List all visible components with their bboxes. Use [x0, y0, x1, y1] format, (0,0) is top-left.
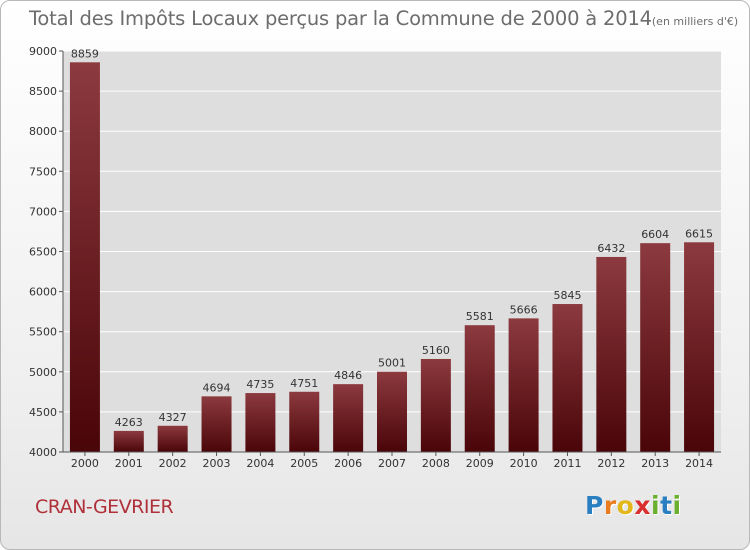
bar-2005 — [289, 391, 320, 452]
logo-letter: t — [660, 491, 673, 520]
logo-letter: P — [585, 491, 604, 520]
y-tick-label: 6500 — [29, 246, 57, 259]
bar-2001 — [113, 430, 144, 452]
data-label-2010: 5666 — [510, 303, 538, 316]
logo-letter: i — [651, 491, 661, 520]
bar-2011 — [552, 304, 583, 452]
data-label-2011: 5845 — [553, 289, 581, 302]
x-tick-label-2007: 2007 — [378, 457, 406, 470]
y-tick-label: 8500 — [29, 85, 57, 98]
data-label-2012: 6432 — [597, 242, 625, 255]
bar-2010 — [508, 318, 539, 452]
y-tick-label: 4500 — [29, 406, 57, 419]
data-label-2002: 4327 — [159, 411, 187, 424]
x-tick-label-2011: 2011 — [553, 457, 581, 470]
chart-title: Total des Impôts Locaux perçus par la Co… — [29, 7, 738, 30]
data-label-2004: 4735 — [246, 378, 274, 391]
logo-letter: r — [603, 491, 617, 520]
logo-letter: o — [616, 491, 635, 520]
x-tick-label-2008: 2008 — [422, 457, 450, 470]
bar-2006 — [333, 384, 364, 452]
bar-2014 — [684, 242, 715, 452]
bar-2002 — [157, 425, 188, 452]
y-tick-label: 7000 — [29, 205, 57, 218]
y-tick-label: 5500 — [29, 326, 57, 339]
data-label-2008: 5160 — [422, 344, 450, 357]
data-label-2006: 4846 — [334, 369, 362, 382]
bar-2004 — [245, 393, 276, 452]
x-tick-label-2005: 2005 — [290, 457, 318, 470]
data-label-2005: 4751 — [290, 377, 318, 390]
bar-2007 — [377, 371, 407, 452]
x-tick-label-2010: 2010 — [510, 457, 538, 470]
y-tick-label: 4000 — [29, 446, 57, 459]
data-label-2014: 6615 — [685, 227, 713, 240]
y-tick-label: 6000 — [29, 286, 57, 299]
data-label-2000: 8859 — [71, 47, 99, 60]
logo-letter: i — [672, 491, 682, 520]
x-tick-label-2013: 2013 — [641, 457, 669, 470]
chart-title-unit: (en milliers d'€) — [651, 15, 739, 28]
data-label-2013: 6604 — [641, 228, 669, 241]
x-tick-label-2014: 2014 — [685, 457, 713, 470]
data-label-2003: 4694 — [203, 381, 231, 394]
y-tick-label: 5000 — [29, 366, 57, 379]
data-label-2007: 5001 — [378, 357, 406, 370]
x-tick-label-2002: 2002 — [159, 457, 187, 470]
x-tick-label-2004: 2004 — [246, 457, 274, 470]
data-label-2009: 5581 — [466, 310, 494, 323]
y-tick-label: 9000 — [29, 45, 57, 58]
y-tick-label: 8000 — [29, 125, 57, 138]
bar-2008 — [420, 358, 451, 452]
bar-2000 — [69, 62, 100, 453]
city-name: CRAN-GEVRIER — [35, 496, 174, 518]
x-tick-label-2003: 2003 — [203, 457, 231, 470]
bar-2013 — [640, 243, 671, 452]
x-tick-label-2000: 2000 — [71, 457, 99, 470]
bar-2012 — [596, 256, 627, 452]
x-tick-label-2009: 2009 — [466, 457, 494, 470]
x-tick-label-2001: 2001 — [115, 457, 143, 470]
x-tick-label-2006: 2006 — [334, 457, 362, 470]
bar-2003 — [201, 396, 232, 452]
data-label-2001: 4263 — [115, 416, 143, 429]
proxiti-logo: Proxiti — [585, 491, 682, 520]
x-tick-label-2012: 2012 — [597, 457, 625, 470]
chart-title-main: Total des Impôts Locaux perçus par la Co… — [29, 7, 652, 30]
logo-letter: x — [634, 491, 651, 520]
bar-2009 — [464, 325, 495, 452]
y-tick-label: 7500 — [29, 165, 57, 178]
